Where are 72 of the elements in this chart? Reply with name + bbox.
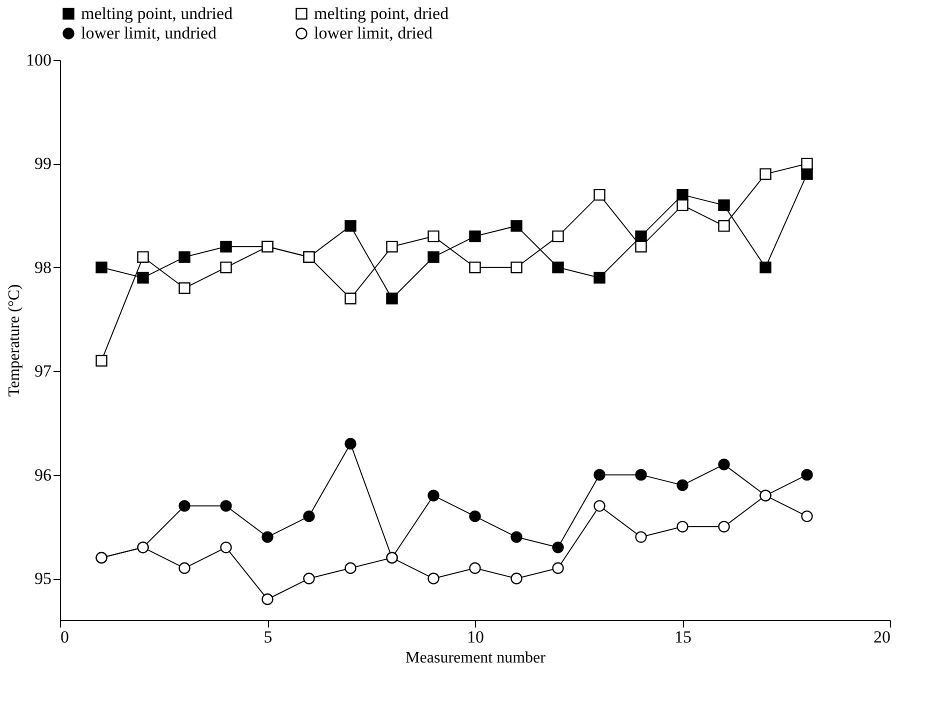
point: [262, 531, 274, 543]
x-tick-label: 15: [674, 628, 692, 646]
point: [718, 220, 730, 232]
point: [469, 562, 481, 574]
point: [469, 230, 481, 242]
legend-label: lower limit, dried: [314, 24, 433, 42]
point: [552, 262, 564, 274]
point: [760, 262, 772, 274]
x-tick-label: 10: [467, 628, 484, 646]
point: [718, 199, 730, 212]
point: [510, 262, 522, 274]
point: [594, 272, 606, 284]
point: [220, 240, 232, 253]
point: [178, 500, 190, 512]
point: [344, 292, 356, 304]
point: [386, 240, 398, 253]
point: [552, 542, 564, 554]
legend-label: melting point, dried: [314, 4, 450, 23]
x-tick-label: 5: [264, 628, 272, 646]
point: [635, 230, 647, 242]
point: [718, 458, 730, 470]
point: [96, 354, 108, 367]
point: [137, 272, 149, 284]
y-axis-title: Temperature (°C): [6, 284, 23, 397]
point: [220, 500, 232, 512]
x-tick-label: 20: [874, 628, 890, 646]
point: [552, 230, 564, 242]
point: [594, 500, 606, 512]
point: [137, 251, 149, 263]
x-tick-label: 0: [60, 628, 69, 646]
x-axis-title: Measurement number: [406, 650, 546, 666]
point: [220, 542, 232, 554]
point: [718, 520, 730, 532]
y-tick-label: 100: [26, 50, 52, 70]
point: [801, 468, 813, 481]
point: [428, 251, 440, 263]
point: [303, 510, 315, 522]
point: [262, 593, 274, 606]
point: [594, 468, 606, 481]
point: [344, 220, 356, 232]
y-tick-label: 98: [34, 258, 52, 277]
y-tick-label: 95: [34, 569, 52, 588]
point: [594, 188, 606, 201]
y-tick-label: 97: [34, 362, 52, 381]
point: [344, 562, 356, 574]
point: [510, 531, 522, 543]
point: [510, 220, 522, 232]
point: [760, 168, 772, 180]
legend-label: melting point, undried: [81, 4, 234, 23]
point: [635, 468, 647, 481]
point: [178, 562, 190, 574]
point: [801, 168, 813, 180]
point: [386, 292, 398, 304]
y-tick-label: 99: [34, 154, 52, 174]
point: [469, 262, 481, 274]
point: [428, 572, 440, 584]
point: [552, 562, 564, 574]
y-tick-label: 96: [34, 465, 52, 484]
point: [344, 438, 356, 450]
point: [676, 520, 688, 532]
point: [220, 262, 232, 274]
point: [428, 230, 440, 242]
point: [303, 572, 315, 584]
point: [510, 572, 522, 584]
point: [676, 479, 688, 492]
point: [96, 262, 108, 274]
legend-label: lower limit, undried: [81, 24, 217, 42]
point: [178, 282, 190, 294]
point: [178, 251, 190, 263]
point: [428, 490, 440, 502]
point: [676, 188, 688, 201]
point: [469, 510, 481, 522]
